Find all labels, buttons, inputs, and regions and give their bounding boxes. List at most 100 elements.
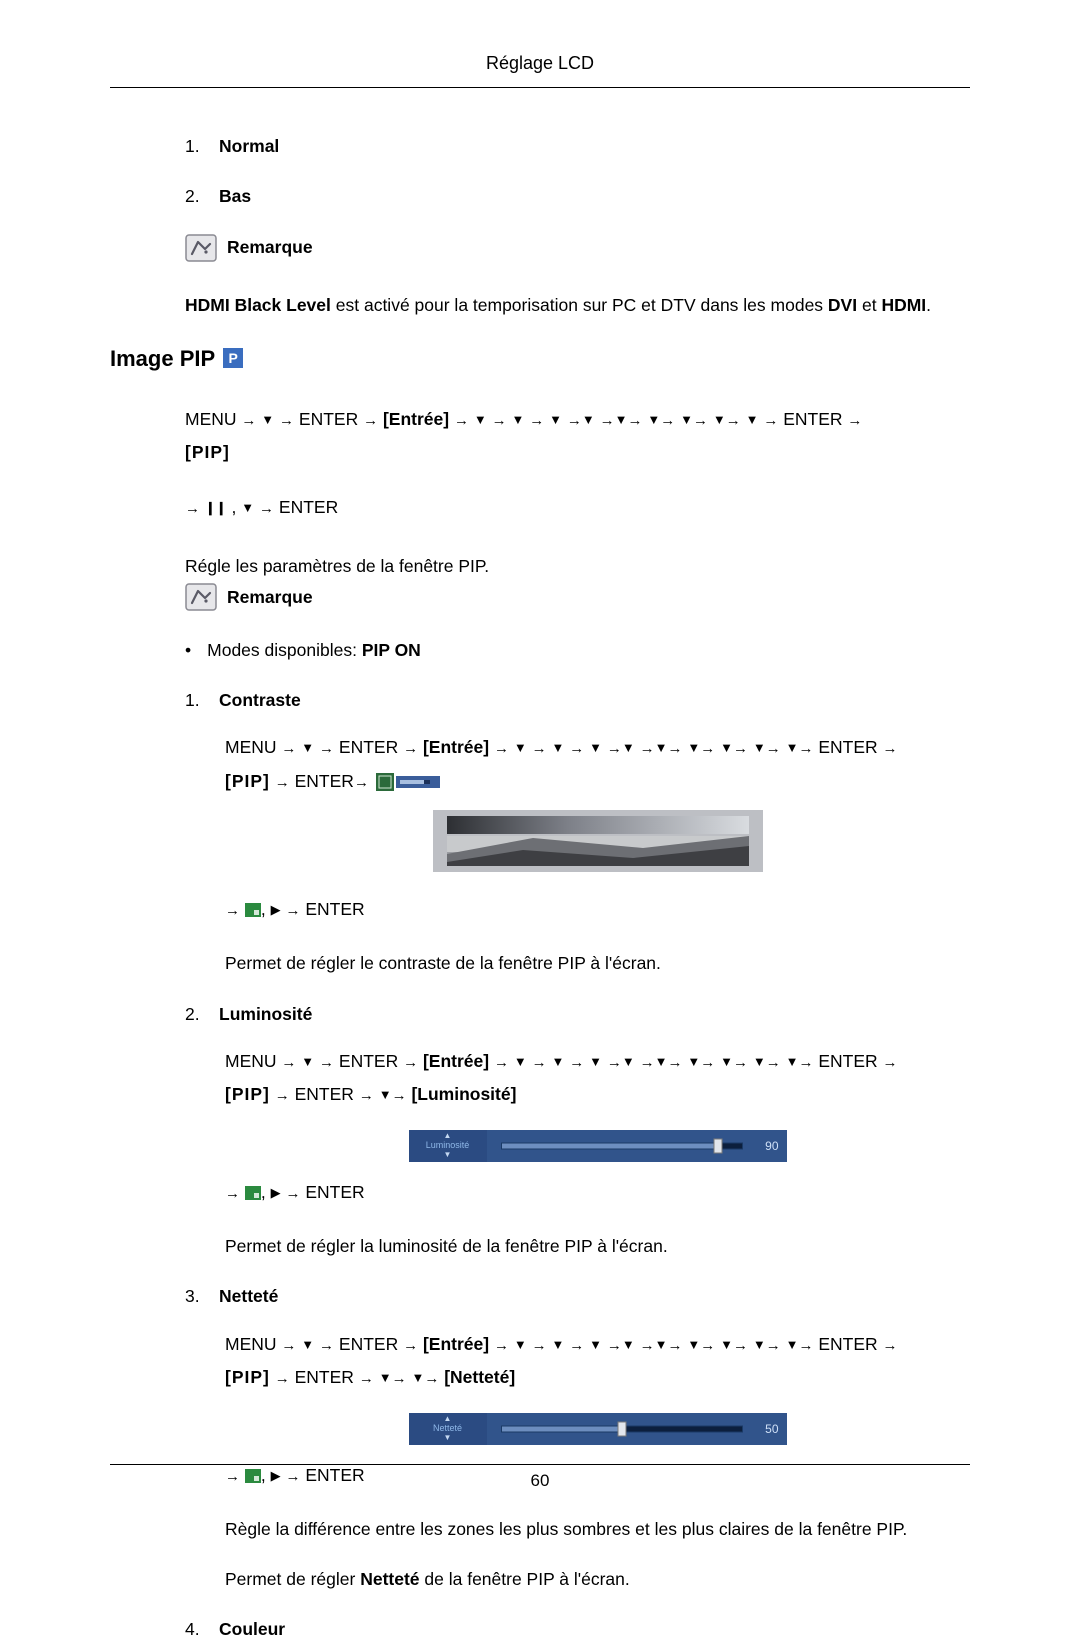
enter-word: ENTER <box>295 771 354 791</box>
down-icon: ▼ <box>622 1054 635 1069</box>
arrow-icon: → <box>766 1054 781 1071</box>
list-num: 4. <box>185 1616 205 1642</box>
osd-slider-nettete: ▲ Netteté ▼ 50 <box>409 1413 787 1445</box>
text: de la fenêtre PIP à l'écran. <box>420 1569 630 1589</box>
hdmi-black-level: HDMI Black Level <box>185 295 331 315</box>
arrow-icon: → <box>529 412 544 429</box>
arrow-icon: → <box>494 1054 509 1071</box>
down-icon: ▼ <box>687 740 700 755</box>
arrow-icon: → <box>275 1370 290 1387</box>
arrow-icon: → <box>798 740 813 757</box>
nav-sequence-nettete: MENU → ▼ → ENTER → [Entrée] → ▼ → ▼ → ▼ … <box>225 1328 970 1395</box>
arrow-icon: → <box>733 1054 748 1071</box>
pause-icon: ❙❙ <box>205 500 227 515</box>
nav-sequence-main: MENU → ▼ → ENTER → [Entrée] → ▼ → ▼ → ▼ … <box>185 403 970 470</box>
p-badge-icon: P <box>223 348 243 368</box>
arrow-icon: → <box>847 412 862 429</box>
enter-word: ENTER <box>295 1367 354 1387</box>
down-icon: ▼ <box>511 412 524 427</box>
arrow-icon: → <box>798 1337 813 1354</box>
arrow-icon: → <box>733 1337 748 1354</box>
bullet-modes: • Modes disponibles: PIP ON <box>185 637 970 663</box>
down-icon: ▼ <box>647 412 660 427</box>
text: et <box>857 295 881 315</box>
enter-word: ENTER <box>279 497 338 517</box>
arrow-icon: → <box>275 1087 290 1104</box>
bullet-icon: • <box>185 637 191 663</box>
arrow-icon: → <box>494 1337 509 1354</box>
down-icon: ▼ <box>379 1087 392 1102</box>
list-label: Contraste <box>219 687 301 713</box>
nettete-desc1: Règle la différence entre les zones les … <box>225 1516 970 1542</box>
arrow-icon: → <box>424 1370 439 1387</box>
arrow-icon: → <box>660 412 675 429</box>
regle-para: Régle les paramètres de la fenêtre PIP. <box>185 553 970 579</box>
luminosite-desc: Permet de régler la luminosité de la fen… <box>225 1233 970 1259</box>
arrow-icon: → <box>279 412 294 429</box>
arrow-icon: → <box>667 1337 682 1354</box>
enter-word: ENTER <box>818 737 877 757</box>
arrow-icon: → <box>281 1337 296 1354</box>
down-icon: ▼ <box>687 1054 700 1069</box>
entree-word: [Entrée] <box>423 1051 489 1071</box>
enter-word: ENTER <box>305 1182 364 1202</box>
arrow-icon: → <box>567 412 582 429</box>
down-icon: ▼ <box>655 1054 668 1069</box>
down-icon: ▼ <box>261 412 274 427</box>
down-icon: ▼ <box>713 412 726 427</box>
list-label: Normal <box>219 133 279 159</box>
arrow-icon: → <box>319 1054 334 1071</box>
play-icon: ▶ <box>271 902 281 917</box>
list-label: Couleur <box>219 1616 285 1642</box>
enter-word: ENTER <box>818 1051 877 1071</box>
sub-item-luminosite: 2. Luminosité <box>185 1001 970 1027</box>
comma: , <box>261 899 271 919</box>
content-area: 1. Normal 2. Bas Remarque HDMI Black Lev… <box>0 88 1080 1643</box>
down-icon: ▼ <box>514 1054 527 1069</box>
osd-label: Luminosité <box>426 1141 470 1150</box>
arrow-icon: → <box>532 740 547 757</box>
nav-sequence-luminosite: MENU → ▼ → ENTER → [Entrée] → ▼ → ▼ → ▼ … <box>225 1045 970 1112</box>
arrow-icon: → <box>700 740 715 757</box>
arrow-icon: → <box>700 1337 715 1354</box>
contrast-gradient-img <box>225 806 970 893</box>
arrow-icon: → <box>607 740 622 757</box>
arrow-icon: → <box>403 1337 418 1354</box>
down-icon: ▼ <box>615 412 628 427</box>
nav-sequence-play: → , ▶ → ENTER <box>225 893 970 926</box>
arrow-icon: → <box>532 1054 547 1071</box>
arrow-icon: → <box>392 1370 407 1387</box>
pip-bracket: [PIP] <box>185 442 230 462</box>
down-icon: ▼ <box>746 412 759 427</box>
list-label: Netteté <box>219 1283 278 1309</box>
arrow-icon: → <box>494 740 509 757</box>
remarque-label: Remarque <box>227 234 313 260</box>
down-icon: ▼ <box>687 1337 700 1352</box>
section-title-image-pip: Image PIP P <box>110 342 970 375</box>
down-icon: ▼ <box>551 740 564 755</box>
down-icon: ▼ <box>549 412 562 427</box>
arrow-icon: → <box>667 1054 682 1071</box>
list-label: Luminosité <box>219 1001 312 1027</box>
entree-word: [Entrée] <box>423 1334 489 1354</box>
down-icon: ▼ <box>551 1054 564 1069</box>
menu-word: MENU <box>225 1334 277 1354</box>
nav-sequence-contraste: MENU → ▼ → ENTER → [Entrée] → ▼ → ▼ → ▼ … <box>225 731 970 798</box>
list-label: Bas <box>219 183 251 209</box>
arrow-icon: → <box>275 774 290 791</box>
down-icon: ▼ <box>720 740 733 755</box>
entree-word: [Entrée] <box>423 737 489 757</box>
dvi-word: DVI <box>828 295 857 315</box>
enter-word: ENTER <box>818 1334 877 1354</box>
footer-rule <box>110 1464 970 1465</box>
list-item-bas: 2. Bas <box>185 183 970 209</box>
arrow-icon: → <box>883 1054 898 1071</box>
text: est activé pour la temporisation sur PC … <box>331 295 828 315</box>
arrow-icon: → <box>392 1087 407 1104</box>
arrow-icon: → <box>693 412 708 429</box>
modes-text: Modes disponibles: PIP ON <box>207 637 421 663</box>
pip-tiny-icon <box>245 903 261 917</box>
comma: , <box>232 497 242 517</box>
arrow-icon: → <box>241 412 256 429</box>
down-icon: ▼ <box>301 740 314 755</box>
